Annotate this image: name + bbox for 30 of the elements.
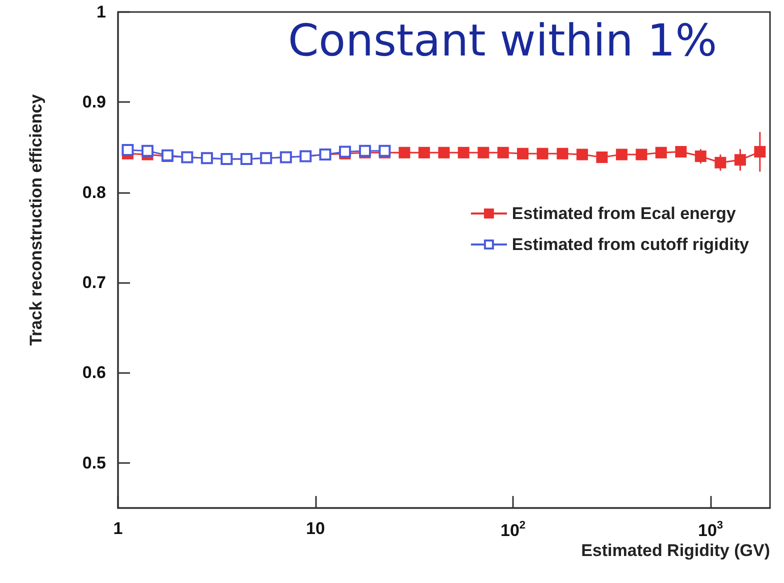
point (478, 146, 490, 158)
point (536, 148, 548, 160)
point (636, 148, 648, 160)
point (596, 151, 608, 163)
y-tick-label: 0.5 (82, 453, 106, 472)
point (556, 148, 568, 160)
point (655, 146, 667, 158)
y-tick-label: 0.7 (82, 273, 106, 292)
point (438, 146, 450, 158)
y-tick-label: 0.8 (82, 182, 106, 202)
y-axis-title: Track reconstruction efficiency (26, 94, 46, 346)
point (675, 146, 687, 158)
point (398, 146, 410, 158)
point (122, 144, 134, 156)
x-tick-label: 1 (113, 519, 123, 538)
chart-title: Constant within 1% (288, 16, 718, 66)
x-tick-label: 10 (306, 519, 325, 538)
y-tick-label: 0.9 (82, 92, 106, 112)
x-axis-title: Estimated Rigidity (GV) (581, 541, 770, 560)
legend-label: Estimated from Ecal energy (512, 204, 736, 223)
point (517, 148, 528, 160)
y-tick-label: 1 (96, 2, 106, 22)
point (576, 148, 588, 160)
point (458, 146, 470, 158)
y-tick-label: 0.6 (82, 363, 106, 382)
point (141, 144, 154, 157)
point (497, 146, 509, 158)
point (418, 146, 430, 158)
legend-label: Estimated from cutoff rigidity (512, 235, 750, 254)
point (616, 148, 628, 160)
